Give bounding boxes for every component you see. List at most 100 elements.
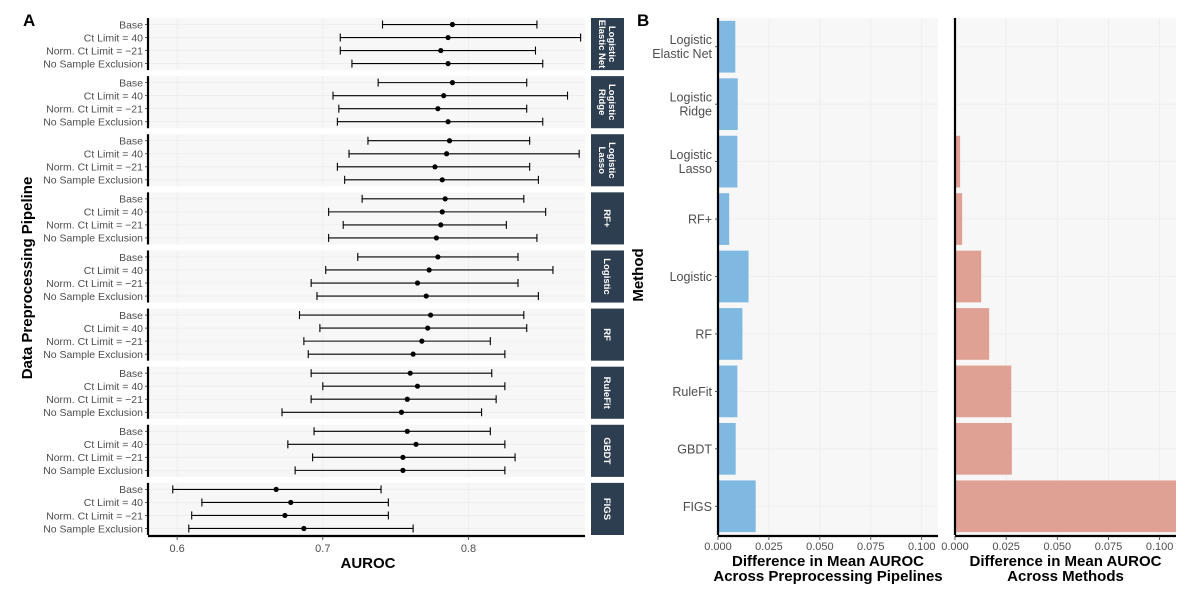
bar	[955, 250, 982, 303]
facet-strip-label-line: GBDT	[601, 437, 612, 464]
panel-a-letter: A	[23, 11, 35, 30]
facet-strip-label: GBDT	[601, 437, 612, 464]
method-tick-label-line: RF	[695, 327, 712, 341]
mean-point	[445, 60, 451, 67]
pipeline-tick-label: Base	[119, 368, 143, 380]
facet-panel-background	[148, 250, 585, 303]
pipeline-tick-label: Base	[119, 484, 143, 496]
facet-strip-label: LogisticElastic Net	[596, 20, 617, 69]
bar	[718, 422, 736, 475]
pipeline-tick-label: Norm. Ct Limit = −21	[46, 45, 143, 57]
method-tick-label-line: RF+	[688, 213, 712, 227]
mean-point	[273, 486, 279, 493]
mean-point	[398, 409, 405, 415]
method-tick-label-line: Lasso	[679, 162, 712, 176]
mean-point	[423, 293, 429, 299]
x-tick-label: 0.000	[941, 541, 969, 553]
facet-panel-background	[148, 192, 585, 245]
pipeline-tick-label: Ct Limit = 40	[84, 265, 143, 277]
subplot-x-axis-title: Difference in Mean AUROC Across Preproces…	[713, 553, 942, 585]
bar	[955, 308, 990, 360]
pipeline-tick-label: Ct Limit = 40	[84, 323, 143, 335]
mean-point	[410, 351, 416, 357]
panel-b-letter: B	[637, 11, 649, 30]
pipeline-tick-label: Norm. Ct Limit = −21	[46, 510, 143, 522]
facet-strip-label-line: Logistic	[606, 26, 617, 62]
x-tick-label: 0.000	[704, 541, 732, 553]
facet-strip	[591, 18, 624, 71]
mean-point	[438, 222, 444, 228]
mean-point	[435, 254, 441, 260]
mean-point	[426, 267, 432, 273]
mean-point	[301, 525, 307, 532]
pipeline-tick-label: Norm. Ct Limit = −21	[46, 452, 143, 464]
pipeline-tick-label: Norm. Ct Limit = −21	[46, 394, 143, 406]
mean-point	[407, 370, 413, 376]
facet-strip	[591, 76, 624, 129]
mean-point	[439, 177, 445, 183]
facet-strip-label: LogisticRidge	[596, 84, 617, 120]
facet-strip-label-line: RuleFit	[601, 377, 612, 410]
facet-strip-label: RF	[601, 328, 612, 341]
bar	[718, 308, 743, 360]
x-tick-label: 0.7	[315, 543, 330, 555]
pipeline-tick-label: No Sample Exclusion	[43, 465, 143, 477]
pipeline-tick-label: Base	[119, 77, 143, 89]
bar	[955, 422, 1012, 475]
method-tick-label: Logistic Ridge	[670, 91, 712, 119]
mean-point	[427, 312, 434, 318]
pipeline-tick-label: Norm. Ct Limit = −21	[46, 278, 143, 290]
facet-panel-background	[148, 424, 585, 477]
method-tick-label: Logistic	[670, 270, 712, 284]
pipeline-tick-label: Ct Limit = 40	[84, 497, 143, 509]
mean-point	[432, 164, 438, 170]
facet-strip-label-line: Logistic	[606, 84, 617, 120]
mean-point	[425, 325, 431, 331]
facet-panel-background	[148, 366, 585, 419]
x-tick-label: 0.100	[908, 541, 936, 553]
bar	[718, 135, 738, 188]
mean-point	[446, 138, 453, 144]
facet-strip-label-line: RF	[601, 328, 612, 341]
facet-strip-label-line: Lasso	[596, 147, 607, 175]
method-tick-label-line: RuleFit	[672, 385, 712, 399]
facet-strip-label-line: Ridge	[596, 89, 607, 115]
method-tick-label-line: Logistic	[670, 270, 712, 284]
facet-panel-background	[148, 76, 585, 129]
pipeline-tick-label: Base	[119, 19, 143, 31]
pipeline-tick-label: Norm. Ct Limit = −21	[46, 162, 143, 174]
facet-strip-label-line: RF+	[601, 209, 612, 228]
x-tick-label: 0.025	[992, 541, 1020, 553]
mean-point	[441, 93, 447, 99]
mean-point	[445, 119, 451, 125]
panel-b-y-axis-title: Method	[630, 248, 647, 301]
mean-point	[404, 396, 410, 402]
mean-point	[288, 499, 294, 506]
facet-strip-label: RF+	[601, 209, 612, 228]
mean-point	[435, 106, 441, 112]
bar	[955, 135, 961, 188]
x-tick-label: 0.6	[169, 543, 184, 555]
x-tick-label: 0.050	[1044, 541, 1072, 553]
subplot-x-axis-title-line: Difference in Mean AUROC	[732, 553, 924, 570]
pipeline-tick-label: Ct Limit = 40	[84, 381, 143, 393]
bar	[955, 365, 1012, 418]
pipeline-tick-label: No Sample Exclusion	[43, 349, 143, 361]
mean-point	[449, 80, 456, 86]
facet-strip-label: FIGS	[601, 498, 612, 520]
pipeline-tick-label: No Sample Exclusion	[43, 523, 143, 535]
method-tick-label: RF	[695, 327, 712, 341]
facet-strip-label-line: Logistic	[606, 142, 617, 178]
pipeline-tick-label: Base	[119, 194, 143, 206]
mean-point	[419, 338, 425, 344]
subplot-x-axis-title-line: Across Methods	[1007, 568, 1124, 585]
facet-panel-background	[148, 134, 585, 187]
bar	[718, 480, 756, 533]
pipeline-tick-label: No Sample Exclusion	[43, 175, 143, 187]
method-tick-label-line: Logistic	[670, 91, 712, 105]
bar	[718, 365, 738, 418]
method-tick-label: Logistic Elastic Net	[652, 33, 712, 61]
method-tick-label: RuleFit	[672, 385, 712, 399]
x-tick-label: 0.025	[755, 541, 783, 553]
